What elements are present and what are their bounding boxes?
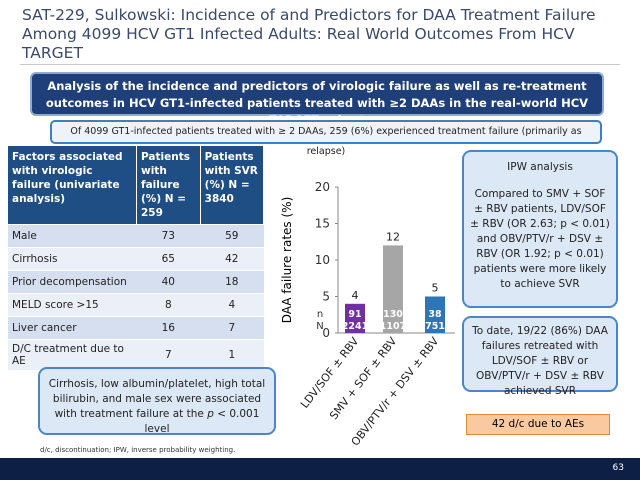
N-label: 2241 xyxy=(342,321,368,332)
header-cell: Factors associated with virologic failur… xyxy=(8,146,137,225)
table-row: Male 73 59 xyxy=(8,224,264,248)
N-label: 751 xyxy=(425,321,445,332)
ae-box: 42 d/c due to AEs xyxy=(466,414,610,435)
table-cell: Prior decompensation xyxy=(8,270,137,294)
n-name: n xyxy=(317,309,323,320)
table-row: Cirrhosis 65 42 xyxy=(8,247,264,271)
table-cell: Male xyxy=(8,224,137,248)
n-label: 91 xyxy=(348,309,361,320)
slide-title: SAT-229, Sulkowski: Incidence of and Pre… xyxy=(22,6,596,62)
bar xyxy=(425,296,445,333)
conclusion-box: Cirrhosis, low albumin/platelet, high to… xyxy=(38,367,276,435)
factors-table: Factors associated with virologic failur… xyxy=(8,146,265,370)
table-cell: 7 xyxy=(200,316,264,340)
banner: Analysis of the incidence and predictors… xyxy=(30,72,604,127)
table-cell: Cirrhosis xyxy=(8,247,137,271)
table-cell: 16 xyxy=(136,316,201,340)
table-cell: 1 xyxy=(200,339,264,370)
value-label: 4 xyxy=(352,289,359,302)
n-label: 38 xyxy=(428,309,442,320)
chart: DAA failure rates (%)05101520nN4912241LD… xyxy=(280,180,455,448)
N-name: N xyxy=(316,321,323,332)
conclusion-text: Cirrhosis, low albumin/platelet, high to… xyxy=(48,378,266,420)
value-label: 5 xyxy=(432,282,439,295)
n-label: 130 xyxy=(383,309,403,320)
ipw-body: Compared to SMV + SOF ± RBV patients, LD… xyxy=(470,188,610,290)
x-tick-label: OBV/PTV/r + DSV ± RBV xyxy=(349,334,442,448)
table-cell: 18 xyxy=(200,270,264,294)
ipw-title: IPW analysis xyxy=(507,161,573,173)
y-tick-label: 5 xyxy=(322,290,330,304)
bar xyxy=(345,303,365,333)
footer-bar xyxy=(0,458,640,480)
page-number: 63 xyxy=(612,463,624,473)
header-cell: Patients with failure (%) N = 259 xyxy=(136,146,201,225)
conclusion-p: p xyxy=(207,408,214,420)
table-header: Factors associated with virologic failur… xyxy=(8,146,265,225)
table-cell: 4 xyxy=(200,293,264,317)
value-label: 12 xyxy=(386,230,400,243)
table-cell: 7 xyxy=(136,339,201,370)
footnote: d/c, discontinuation; IPW, inverse proba… xyxy=(40,446,236,454)
ipw-box: IPW analysis Compared to SMV + SOF ± RBV… xyxy=(462,150,618,308)
table-cell: 8 xyxy=(136,293,201,317)
sub-banner: Of 4099 GT1-infected patients treated wi… xyxy=(50,120,602,157)
table-cell: MELD score >15 xyxy=(8,293,137,317)
y-tick-label: 10 xyxy=(315,253,330,267)
retreat-box: To date, 19/22 (86%) DAA failures retrea… xyxy=(462,316,618,397)
y-tick-label: 0 xyxy=(322,326,330,340)
y-tick-label: 15 xyxy=(315,217,330,231)
table-cell: 65 xyxy=(136,247,201,271)
table-cell: D/C treatment due to AE xyxy=(8,339,137,370)
y-tick-label: 20 xyxy=(315,180,330,194)
table-cell: 73 xyxy=(136,224,201,248)
N-label: 1107 xyxy=(380,321,406,332)
bar xyxy=(383,245,403,333)
y-axis-title: DAA failure rates (%) xyxy=(280,197,294,324)
table-cell: 59 xyxy=(200,224,264,248)
table-row: Liver cancer 16 7 xyxy=(8,316,264,340)
table-cell: Liver cancer xyxy=(8,316,137,340)
table-row: MELD score >15 8 4 xyxy=(8,293,264,317)
table-row: D/C treatment due to AE 7 1 xyxy=(8,339,264,370)
table-cell: 42 xyxy=(200,247,264,271)
header-cell: Patients with SVR (%) N = 3840 xyxy=(200,146,265,225)
title-rule xyxy=(20,64,620,65)
table-cell: 40 xyxy=(136,270,201,294)
table-row: Prior decompensation 40 18 xyxy=(8,270,264,294)
conclusion-text: < 0.001 level xyxy=(144,408,260,435)
